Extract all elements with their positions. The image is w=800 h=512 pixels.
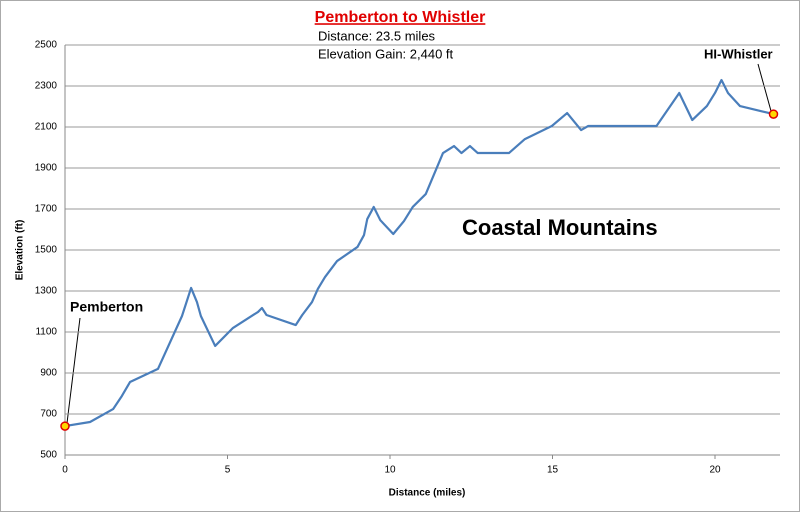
y-tick-label: 500 bbox=[40, 450, 57, 461]
y-tick-label: 1500 bbox=[35, 245, 58, 256]
annotation: Coastal Mountains bbox=[462, 215, 658, 240]
y-tick-label: 1900 bbox=[35, 163, 58, 174]
x-tick-label: 20 bbox=[709, 465, 721, 476]
subtitle-box bbox=[312, 28, 486, 64]
x-tick-label: 5 bbox=[225, 465, 231, 476]
endpoint-marker bbox=[768, 109, 779, 119]
y-tick-label: 2100 bbox=[35, 122, 58, 133]
chart-title: Pemberton to Whistler bbox=[315, 9, 486, 26]
x-tick-label: 10 bbox=[384, 465, 396, 476]
annotation-pointer bbox=[66, 317, 81, 424]
y-tick-label: 700 bbox=[40, 409, 57, 420]
subtitle: Elevation Gain: 2,440 ft bbox=[318, 46, 454, 61]
y-axis-label: Elevation (ft) bbox=[15, 220, 26, 281]
x-tick-label: 15 bbox=[547, 465, 559, 476]
subtitle: Distance: 23.5 miles bbox=[318, 28, 436, 43]
line bbox=[64, 78, 774, 428]
endpoint-marker bbox=[60, 421, 70, 431]
x-axis-label: Distance (miles) bbox=[389, 488, 466, 499]
y-tick-label: 1100 bbox=[35, 327, 57, 338]
y-tick-label: 2500 bbox=[35, 40, 58, 51]
annotation: HI-Whistler bbox=[704, 46, 773, 61]
y-tick-label: 1700 bbox=[35, 204, 58, 215]
y-tick-label: 900 bbox=[40, 368, 57, 379]
y-tick-label: 2300 bbox=[35, 81, 58, 92]
annotation-pointer bbox=[757, 63, 772, 112]
x-tick-label: 0 bbox=[62, 465, 68, 476]
annotation: Pemberton bbox=[70, 299, 143, 315]
y-tick-label: 1300 bbox=[35, 286, 58, 297]
